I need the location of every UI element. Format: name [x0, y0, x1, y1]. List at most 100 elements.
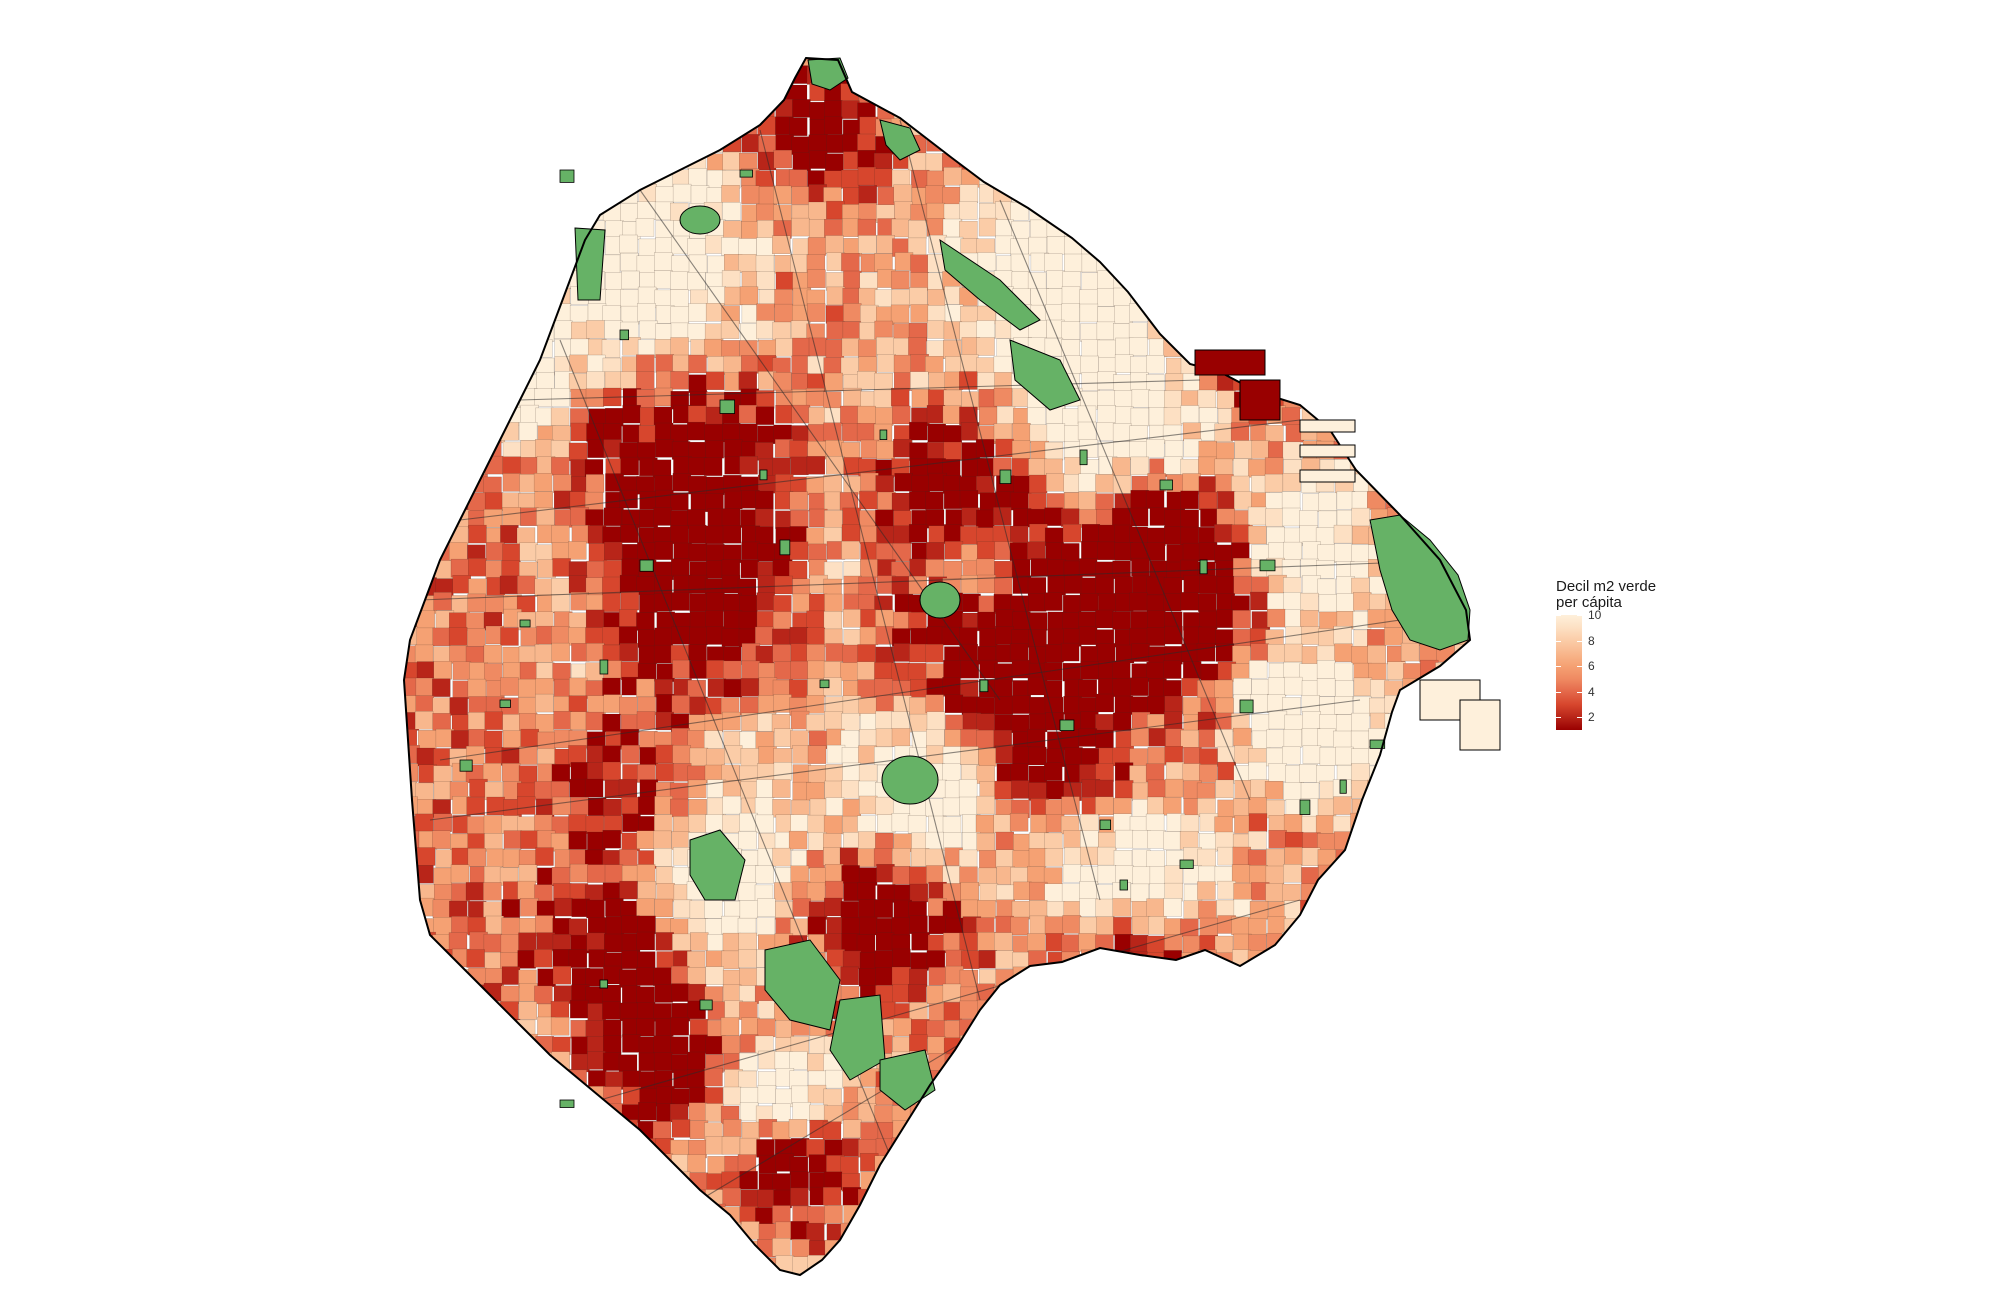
census-tract: [792, 337, 811, 357]
census-tract: [791, 404, 810, 424]
census-tract: [842, 609, 862, 628]
census-tract: [757, 575, 777, 594]
census-tract: [1010, 525, 1029, 545]
census-tract: [910, 254, 929, 273]
census-tract: [993, 507, 1012, 526]
census-tract: [568, 745, 587, 764]
census-tract: [978, 950, 998, 969]
census-tract: [755, 490, 774, 510]
census-tract: [1061, 883, 1081, 902]
census-tract: [500, 627, 519, 646]
census-tract: [858, 202, 877, 222]
census-tract: [739, 456, 758, 475]
census-tract: [722, 984, 742, 1003]
census-tract: [1062, 524, 1082, 543]
census-tract: [824, 219, 843, 238]
census-tract: [452, 575, 471, 594]
census-tract: [569, 863, 589, 883]
census-tract: [1115, 780, 1134, 799]
census-tract: [687, 421, 706, 441]
census-tract: [1217, 761, 1236, 781]
census-tract: [925, 694, 944, 713]
census-tract: [638, 796, 657, 815]
census-tract: [858, 899, 877, 918]
census-tract: [1045, 644, 1064, 663]
census-tract: [655, 763, 675, 782]
census-tract: [1283, 729, 1303, 748]
census-tract: [1300, 592, 1319, 612]
census-tract: [654, 627, 673, 647]
census-tract: [1097, 865, 1117, 884]
census-tract: [1196, 643, 1216, 662]
census-tract: [789, 491, 808, 510]
census-tract: [841, 1138, 861, 1157]
census-tract: [1214, 935, 1234, 955]
census-tract: [1217, 491, 1236, 510]
census-tract: [1112, 611, 1131, 630]
census-tract: [1013, 475, 1032, 495]
census-tract: [602, 626, 621, 646]
census-tract: [466, 796, 485, 816]
census-tract: [484, 952, 503, 971]
census-tract: [1333, 524, 1353, 544]
census-tract: [756, 917, 776, 936]
census-tract: [568, 373, 588, 392]
census-tract: [550, 440, 570, 459]
census-tract: [449, 645, 468, 664]
census-tract: [485, 595, 504, 614]
census-tract: [1044, 253, 1063, 272]
census-tract: [758, 1000, 777, 1019]
census-tract: [977, 900, 996, 919]
census-tract: [825, 235, 844, 254]
census-tract: [807, 1084, 827, 1104]
census-tract: [585, 627, 604, 646]
census-tract: [703, 457, 723, 476]
census-tract: [1046, 236, 1066, 255]
census-tract: [825, 339, 845, 358]
census-tract: [754, 797, 774, 816]
census-tract: [894, 473, 913, 492]
census-tract: [483, 866, 503, 885]
census-tract: [1317, 798, 1337, 818]
census-tract: [925, 491, 944, 510]
census-tract: [908, 524, 928, 543]
census-tract: [448, 627, 468, 646]
census-tract: [689, 696, 708, 716]
census-tract: [1080, 814, 1099, 833]
census-tract: [585, 474, 605, 493]
census-tract: [602, 1052, 622, 1071]
census-tract: [1012, 423, 1031, 442]
census-tract: [652, 1121, 672, 1140]
census-tract: [1231, 524, 1250, 543]
census-tract: [1011, 780, 1030, 799]
census-tract: [893, 695, 912, 714]
census-tract: [535, 693, 554, 713]
census-tract: [670, 492, 689, 511]
census-tract: [1097, 371, 1116, 390]
census-tract: [432, 697, 451, 716]
census-tract: [959, 866, 978, 885]
census-tract: [959, 220, 978, 240]
census-tract: [978, 217, 998, 237]
census-tract: [1283, 592, 1302, 611]
census-tract: [1164, 711, 1183, 730]
census-tract: [551, 626, 570, 645]
census-tract: [586, 932, 605, 952]
census-tract: [740, 323, 759, 342]
census-tract: [925, 153, 945, 172]
census-tract: [603, 1035, 622, 1054]
census-tract: [909, 915, 928, 934]
census-tract: [1266, 729, 1285, 748]
census-tract: [1183, 747, 1202, 766]
census-tract: [1064, 747, 1083, 766]
census-tract: [518, 864, 538, 883]
census-tract: [1081, 541, 1100, 560]
census-tract: [519, 713, 538, 732]
census-tract: [1198, 626, 1217, 646]
census-tract: [942, 746, 962, 765]
census-tract: [926, 865, 945, 884]
census-tract: [704, 338, 723, 358]
census-tract: [858, 339, 877, 358]
census-tract: [432, 678, 451, 697]
census-tract: [892, 405, 911, 425]
